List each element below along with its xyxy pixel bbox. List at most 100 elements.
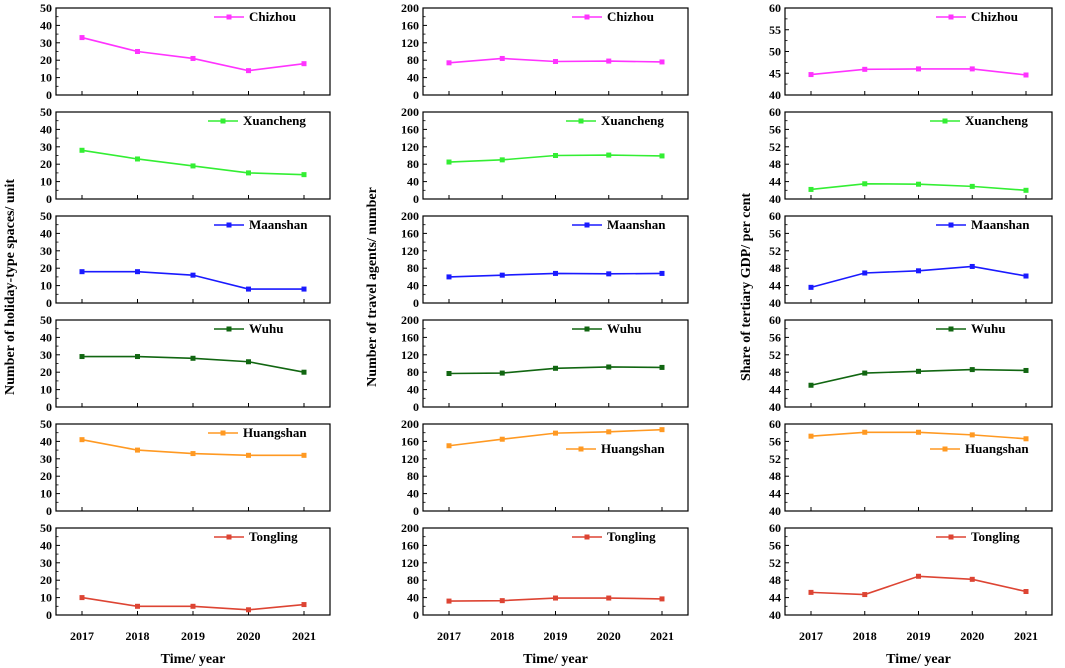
y-tick-label: 20 <box>40 53 52 67</box>
legend-label: Tongling <box>607 529 656 544</box>
x-axis-title: Time/ year <box>886 652 951 667</box>
y-tick-label: 200 <box>401 521 419 535</box>
panel-huangshan-col3: 40 44 48 52 56 60 Huangshan <box>769 417 1053 518</box>
data-point <box>499 55 505 61</box>
y-tick-label: 44 <box>769 383 781 397</box>
y-tick-label: 40 <box>40 434 52 448</box>
legend-swatch-marker <box>220 118 226 124</box>
data-point <box>862 181 868 187</box>
y-tick-label: 20 <box>40 469 52 483</box>
y-tick-label: 30 <box>40 348 52 362</box>
data-point <box>246 452 251 458</box>
x-tick-label: 2020 <box>237 629 261 643</box>
panel-xuancheng-col1: 0 10 20 30 40 50 Xuancheng <box>40 105 331 206</box>
y-tick-label: 40 <box>40 122 52 136</box>
y-tick-label: 56 <box>769 122 781 136</box>
legend-label: Maanshan <box>607 217 666 232</box>
y-tick-label: 40 <box>769 608 781 622</box>
data-point <box>808 433 814 439</box>
data-point <box>190 355 196 361</box>
panel-chizhou-col1: 0 10 20 30 40 50 Chizhou <box>40 1 331 102</box>
y-tick-label: 52 <box>769 348 781 362</box>
y-tick-label: 40 <box>769 400 781 414</box>
y-tick-label: 200 <box>401 417 419 431</box>
legend-swatch-marker <box>578 118 584 124</box>
data-point <box>135 603 140 609</box>
data-point <box>79 437 85 443</box>
data-point <box>969 66 975 72</box>
y-tick-label: 40 <box>407 487 419 501</box>
y-tick-label: 120 <box>401 244 419 258</box>
y-tick-label: 0 <box>46 400 52 414</box>
legend-label: Wuhu <box>607 321 641 336</box>
y-tick-label: 55 <box>769 23 781 37</box>
y-tick-label: 44 <box>769 279 781 293</box>
data-point <box>446 60 452 66</box>
data-point <box>659 59 665 65</box>
y-tick-label: 50 <box>40 1 52 15</box>
y-tick-label: 52 <box>769 140 781 154</box>
panel-maanshan-col1: 0 10 20 30 40 50 Maanshan <box>40 209 331 310</box>
legend-swatch-marker <box>948 222 954 228</box>
y-tick-label: 0 <box>413 504 419 518</box>
data-point <box>190 603 196 609</box>
data-point <box>808 589 814 595</box>
data-point <box>916 573 921 579</box>
y-tick-label: 40 <box>40 226 52 240</box>
x-tick-label: 2021 <box>650 629 674 643</box>
y-tick-label: 56 <box>769 330 781 344</box>
y-tick-label: 50 <box>40 313 52 327</box>
plot-frame <box>55 319 331 408</box>
y-tick-label: 52 <box>769 244 781 258</box>
y-tick-label: 44 <box>769 487 781 501</box>
data-point <box>862 270 868 276</box>
plot-frame <box>784 319 1053 408</box>
y-tick-label: 200 <box>401 209 419 223</box>
panel-tongling-col2: 0 40 80 120 160 200 Tongling <box>401 521 689 622</box>
panel-chizhou-col2: 0 40 80 120 160 200 Chizhou <box>401 1 689 102</box>
panel-wuhu-col2: 0 40 80 120 160 200 Wuhu <box>401 313 689 414</box>
data-point <box>862 370 868 376</box>
legend-swatch-marker <box>226 222 232 228</box>
data-point <box>301 452 307 458</box>
x-tick-label: 2020 <box>597 629 621 643</box>
data-point <box>1023 72 1029 78</box>
data-point <box>553 595 558 601</box>
y-tick-label: 40 <box>407 279 419 293</box>
x-tick-label: 2018 <box>490 629 514 643</box>
data-point <box>246 607 251 613</box>
data-point <box>79 35 85 41</box>
y-tick-label: 50 <box>40 209 52 223</box>
plot-frame <box>422 319 689 408</box>
legend-swatch-marker <box>584 534 590 540</box>
data-point <box>1023 589 1029 595</box>
data-point <box>246 286 251 292</box>
y-tick-label: 80 <box>407 365 419 379</box>
legend-label: Xuancheng <box>965 113 1028 128</box>
legend-swatch-marker <box>220 430 226 436</box>
y-tick-label: 30 <box>40 140 52 154</box>
data-point <box>553 270 558 276</box>
data-point <box>1023 273 1029 279</box>
data-point <box>553 365 558 371</box>
panel-wuhu-col1: 0 10 20 30 40 50 Wuhu <box>40 313 331 414</box>
data-point <box>916 429 921 435</box>
panel-huangshan-col2: 0 40 80 120 160 200 Huangshan <box>401 417 689 518</box>
legend-swatch-marker <box>578 446 584 452</box>
series-line-tongling <box>810 575 1027 596</box>
legend-swatch-marker <box>948 534 954 540</box>
series-line-xuancheng <box>81 149 305 176</box>
x-tick-label: 2018 <box>126 629 150 643</box>
y-tick-label: 160 <box>401 122 419 136</box>
data-point <box>553 59 558 65</box>
y-tick-label: 60 <box>769 417 781 431</box>
legend-label: Tongling <box>971 529 1020 544</box>
legend-label: Tongling <box>249 529 298 544</box>
y-axis-title: Number of holiday-type spaces/ unit <box>3 179 18 395</box>
data-point <box>553 430 558 436</box>
y-tick-label: 60 <box>769 209 781 223</box>
data-point <box>916 268 921 274</box>
y-tick-label: 40 <box>40 18 52 32</box>
y-tick-label: 40 <box>407 591 419 605</box>
data-point <box>606 429 612 435</box>
